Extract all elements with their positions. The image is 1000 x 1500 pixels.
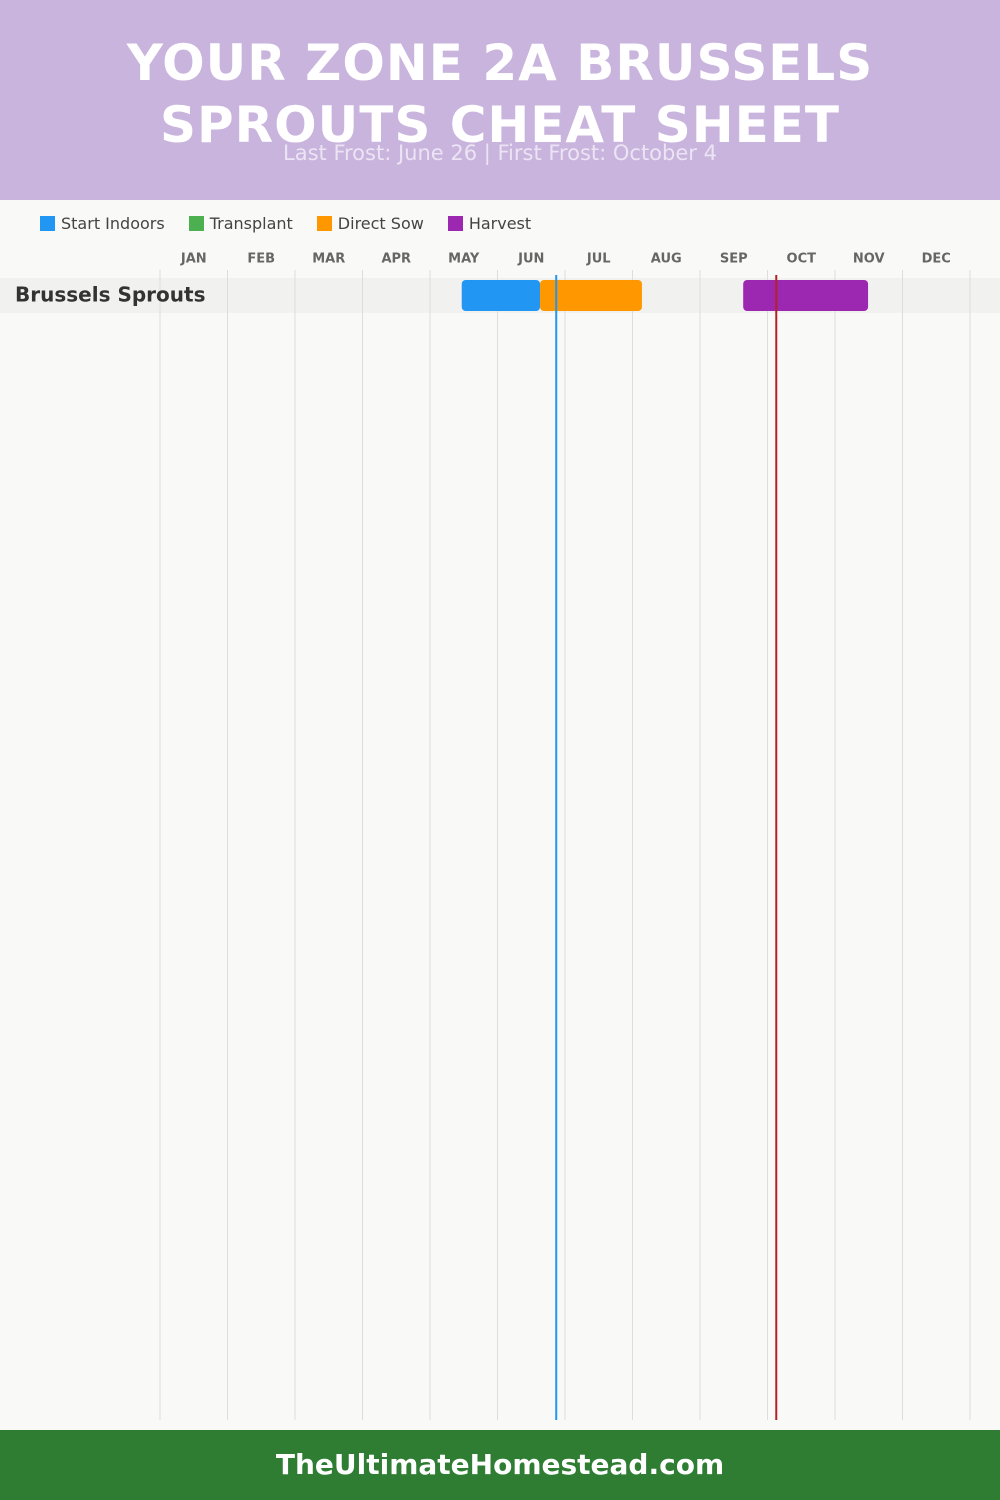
legend-swatch xyxy=(316,216,332,231)
legend-swatch xyxy=(447,216,463,231)
month-label: NOV xyxy=(853,252,885,267)
month-label: APR xyxy=(381,252,411,267)
month-label: OCT xyxy=(787,252,817,267)
legend-item: Direct Sow xyxy=(316,214,424,233)
chart-title: YOUR ZONE 2A BRUSSELS SPROUTS CHEAT SHEE… xyxy=(126,34,874,154)
legend-swatch xyxy=(188,216,204,231)
month-label: FEB xyxy=(247,252,275,267)
header: YOUR ZONE 2A BRUSSELS SPROUTS CHEAT SHEE… xyxy=(0,0,1000,200)
legend: Start Indoors Transplant Direct Sow Harvest xyxy=(40,214,531,233)
month-label: MAY xyxy=(448,252,480,267)
legend-label: Direct Sow xyxy=(337,214,424,233)
chart-subtitle: Last Frost: June 26 | First Frost: Octob… xyxy=(283,141,717,165)
chart: JAN FEB MAR APR MAY JUN JUL AUG SEP OCT NOV DEC Brus… xyxy=(15,251,971,1420)
footer: TheUltimateHomestead.com xyxy=(0,1430,1000,1500)
legend-label: Harvest xyxy=(468,214,532,233)
legend-item: Harvest xyxy=(447,214,532,233)
legend-item: Start Indoors xyxy=(40,214,165,233)
task-bar xyxy=(461,280,541,311)
month-label: AUG xyxy=(651,252,682,267)
month-label: JAN xyxy=(180,252,207,267)
month-label: DEC xyxy=(922,252,951,267)
task-bar xyxy=(540,280,642,311)
row-label: Brussels Sprouts xyxy=(15,283,205,307)
legend-label: Start Indoors xyxy=(61,214,165,233)
month-label: SEP xyxy=(720,252,748,267)
month-label: MAR xyxy=(312,252,345,267)
legend-label: Transplant xyxy=(209,214,293,233)
legend-item: Transplant xyxy=(188,214,293,233)
month-label: JUN xyxy=(517,252,544,267)
legend-swatch xyxy=(40,216,55,231)
task-bar xyxy=(743,280,869,311)
month-label: JUL xyxy=(586,252,611,267)
